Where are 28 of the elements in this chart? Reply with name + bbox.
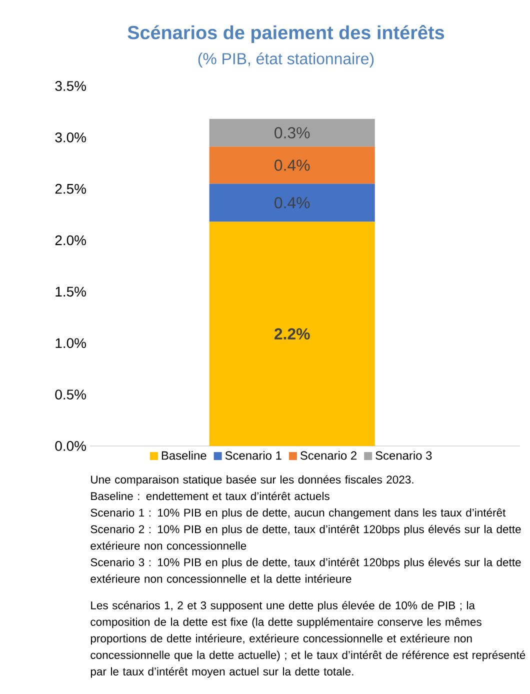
legend-label: Scenario 2 xyxy=(300,450,356,460)
y-tick-label: 0.0% xyxy=(55,441,86,451)
legend-label: Scenario 1 xyxy=(225,450,282,460)
chart-subtitle: (% PIB, état stationnaire) xyxy=(198,52,374,68)
text: Une comparaison statique basée sur les données fiscales 2023. xyxy=(91,475,414,486)
y-tick-label: 1.0% xyxy=(56,338,86,348)
text: Baseline : endettement et taux d’intérêt actuels xyxy=(91,492,330,500)
bar xyxy=(209,146,375,184)
chart-title: Scénarios de paiement des intérêts xyxy=(128,24,444,44)
data-label: 0.4% xyxy=(274,160,310,171)
text: Scenario 2 : 10% PIB en plus de dette, taux d’intérêt 120bps plus élevés sur la dette extérieure non concessionnelle xyxy=(90,524,521,550)
text: Les scénarios 1, 2 et 3 supposent une dette plus élevée de 10% de PIB ; la composition de la dette est fixe (la dette supplémentaire conserve les mêmes proportions de dette intérieure, extérieure concessionnelle et extérieure non concessionnelle que la dette actuelle) ; et le taux d’intérêt de référence est représenté par le taux d’intérêt moyen actuel sur la dette totale. xyxy=(90,600,526,678)
bar xyxy=(209,184,375,222)
text: Scenario 1 : 10% PIB en plus de dette, aucun changement dans les taux d’intérêt xyxy=(90,508,506,519)
data-label: 0.3% xyxy=(274,127,310,138)
y-tick-label: 2.5% xyxy=(55,184,86,194)
bar xyxy=(209,222,375,446)
text: Scenario 3 : 10% PIB en plus de dette, taux d’intérêt 120bps plus élevés sur la dette extérieure non concessionnelle et la dette intérieure xyxy=(90,558,521,583)
data-label: 0.4% xyxy=(274,197,310,208)
y-tick-label: 2.0% xyxy=(55,235,86,246)
y-tick-label: 1.5% xyxy=(56,286,86,297)
y-tick-label: 3.0% xyxy=(55,132,86,142)
y-tick-label: 3.5% xyxy=(55,81,86,91)
data-label: 2.2% xyxy=(274,328,310,340)
legend-label: Scenario 3 xyxy=(376,450,432,460)
legend-label: Baseline xyxy=(162,450,206,460)
y-tick-label: 0.5% xyxy=(55,390,86,400)
bar xyxy=(209,118,375,147)
